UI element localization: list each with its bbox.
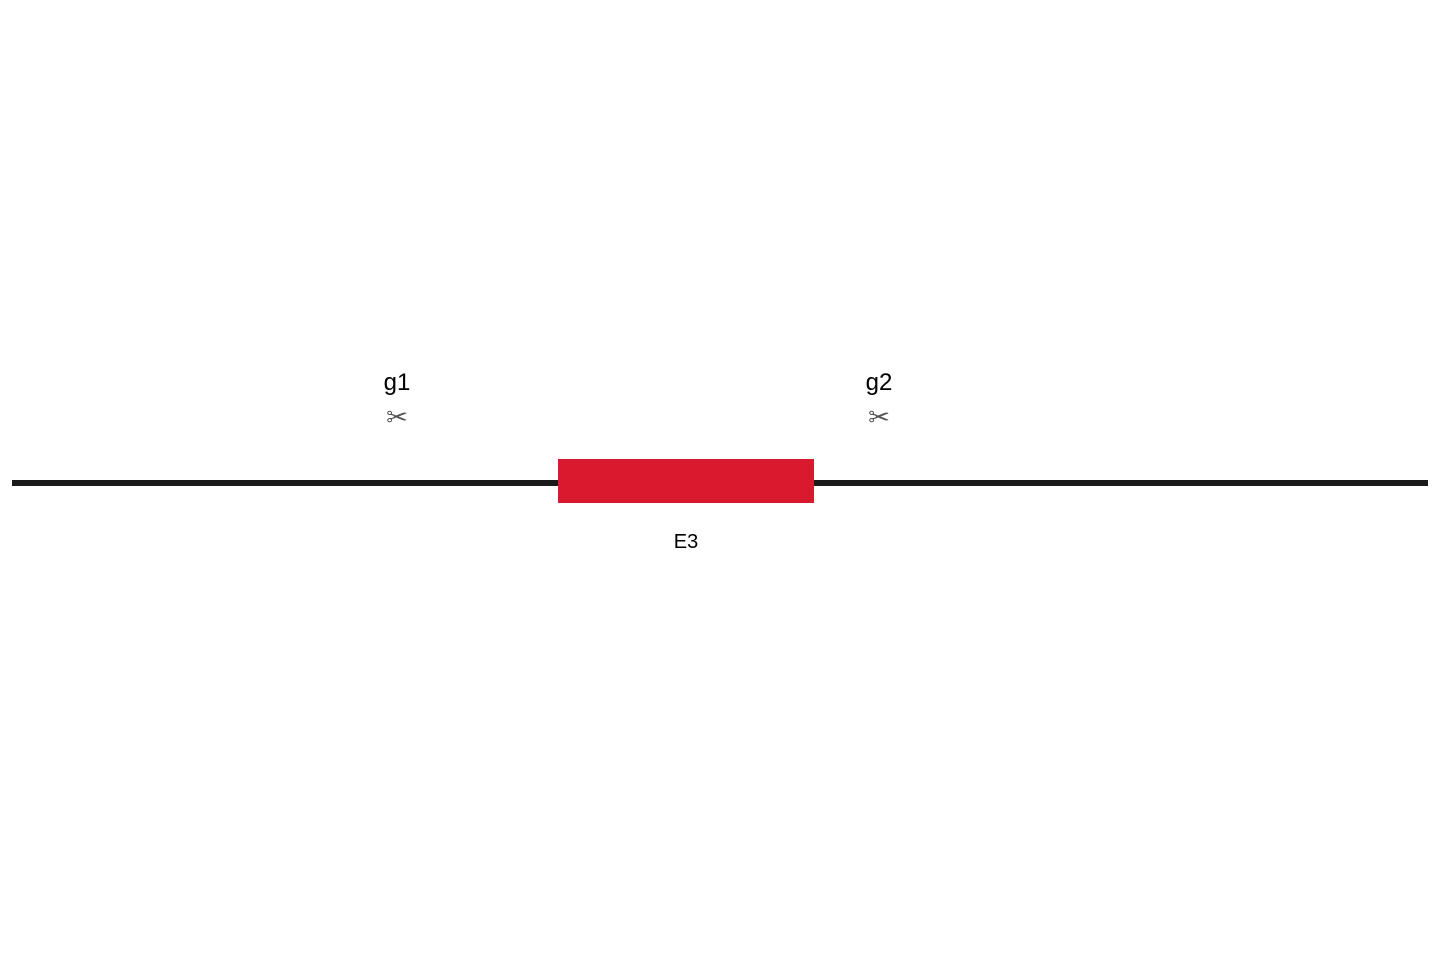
- baseline-segment-right: [814, 480, 1428, 486]
- exon-label: E3: [674, 532, 698, 552]
- scissors-icon: ✂: [386, 404, 408, 430]
- exon-box: [558, 459, 814, 503]
- cut-site-label-g2: g2: [866, 371, 893, 395]
- baseline-segment-left: [12, 480, 558, 486]
- cut-site-label-g1: g1: [384, 371, 411, 395]
- scissors-icon: ✂: [868, 404, 890, 430]
- gene-diagram: E3 g1 ✂ g2 ✂: [0, 0, 1440, 960]
